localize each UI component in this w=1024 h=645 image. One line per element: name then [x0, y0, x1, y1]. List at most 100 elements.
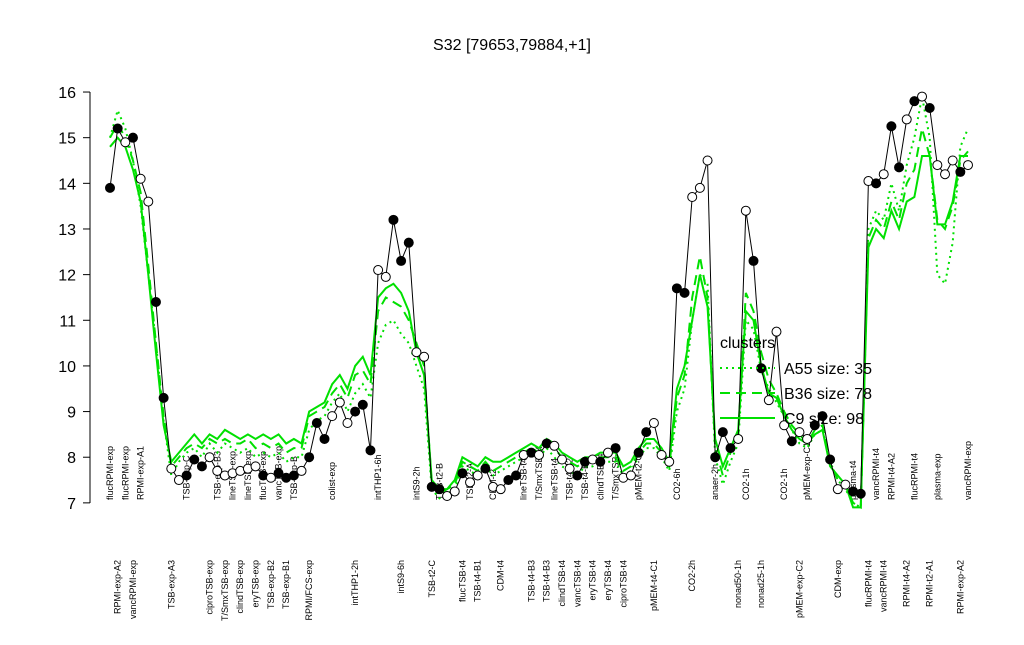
data-point — [840, 479, 851, 490]
y-tick-label: 7 — [67, 496, 76, 513]
x-label-bottom: clindTSB-exp — [235, 560, 245, 614]
data-point — [158, 392, 169, 403]
data-point — [365, 445, 376, 456]
x-label-top: T/SmxTSB-t4 — [534, 446, 544, 500]
data-point — [419, 351, 430, 362]
x-label-bottom: TSB-t2-C — [427, 560, 437, 598]
data-point — [311, 417, 322, 428]
x-label-top: lineTSB-t4 — [519, 458, 529, 500]
data-point — [725, 443, 736, 454]
data-point — [710, 452, 721, 463]
x-label-top: clindTSB-t4 — [595, 453, 605, 500]
data-point — [350, 406, 361, 417]
data-point — [250, 461, 261, 472]
y-tick-label: 14 — [58, 176, 76, 193]
x-label-top: pMEM-t2-C1 — [634, 449, 644, 500]
data-point — [196, 461, 207, 472]
data-point — [511, 470, 522, 481]
data-point — [534, 449, 544, 460]
data-point — [809, 420, 820, 431]
data-point — [465, 477, 476, 488]
x-label-top: anaer-2h — [710, 464, 720, 500]
x-label-bottom: RPMI-exp-A2 — [113, 560, 123, 614]
y-tick-label: 16 — [58, 85, 76, 102]
x-label-top: flucRPMI-exp — [120, 446, 130, 500]
x-label-bottom: pMEM-exp-C2 — [794, 560, 804, 618]
data-point — [181, 470, 192, 481]
x-label-bottom: RPMI-exp-A2 — [955, 560, 965, 614]
x-label-bottom: intTHP1-2h — [350, 560, 360, 606]
x-label-top: intTHP1-6h — [373, 454, 383, 500]
data-point — [380, 271, 391, 282]
x-label-bottom: RPMI/FCS-exp — [304, 560, 314, 621]
data-point — [656, 449, 667, 460]
data-point — [786, 436, 797, 447]
data-point — [779, 420, 790, 431]
data-point — [748, 255, 759, 266]
data-point — [342, 417, 353, 428]
data-point — [947, 155, 958, 166]
data-point — [434, 484, 445, 495]
data-point — [687, 192, 698, 203]
x-label-bottom: TSB-exp-A3 — [166, 560, 176, 609]
data-point — [135, 173, 146, 184]
data-point — [143, 196, 154, 207]
x-label-top: flucRPMI-t4 — [909, 453, 919, 500]
data-point — [173, 475, 184, 486]
y-tick-label: 8 — [67, 450, 76, 467]
data-point — [319, 433, 330, 444]
data-point — [120, 137, 131, 148]
data-point — [564, 463, 575, 474]
legend-label: C9 size: 98 — [784, 411, 864, 428]
data-line — [109, 95, 969, 497]
data-point — [771, 326, 782, 337]
data-point — [817, 411, 828, 422]
data-point — [733, 433, 744, 444]
x-label-bottom: nonad25-1h — [756, 560, 766, 608]
data-point — [166, 463, 177, 474]
cluster-line — [109, 96, 969, 510]
x-label-top: CO2-1h — [779, 468, 789, 500]
data-point — [610, 443, 621, 454]
data-point — [702, 155, 713, 166]
data-point — [625, 470, 636, 481]
x-label-bottom: pMEM-t4-C1 — [649, 560, 659, 611]
legend-label: B36 size: 78 — [784, 386, 872, 403]
data-point — [595, 456, 606, 467]
x-label-top: TSB-t4-B2 — [565, 458, 575, 500]
x-label-bottom: ciproTSB-exp — [205, 560, 215, 615]
y-tick-label: 15 — [58, 131, 76, 148]
data-point — [694, 182, 705, 193]
x-label-bottom: CDM-exp — [833, 560, 843, 598]
chart-title: S32 [79653,79884,+1] — [433, 37, 591, 54]
data-point — [855, 488, 866, 499]
x-label-bottom: vancRPMI-exp — [128, 560, 138, 619]
x-label-bottom: CDM-t4 — [496, 560, 506, 591]
x-label-top: TSB-t4-B — [580, 463, 590, 500]
data-point — [411, 347, 422, 358]
x-label-top: intS9-2h — [411, 466, 421, 500]
x-label-top: T/SmxTSB-t4 — [611, 446, 621, 500]
x-label-bottom: RPMI-t4-A2 — [902, 560, 912, 607]
x-label-top: lineTSB-exp — [243, 451, 253, 500]
data-point — [756, 363, 767, 374]
x-label-bottom: intS9-6h — [396, 560, 406, 594]
data-point — [503, 475, 514, 486]
data-point — [334, 397, 345, 408]
data-point — [671, 283, 682, 294]
data-point — [679, 287, 690, 298]
y-tick-label: 10 — [58, 359, 76, 376]
legend-title: clusters — [720, 335, 775, 352]
x-label-bottom: nonad50-1h — [733, 560, 743, 608]
x-label-bottom: clindTSB-t4 — [557, 560, 567, 607]
data-point — [373, 265, 384, 276]
x-label-bottom: flucRPMI-t4 — [863, 560, 873, 607]
x-label-bottom: eryTSB-exp — [251, 560, 261, 608]
data-point — [794, 427, 805, 438]
x-label-bottom: eryTSB-t4 — [588, 560, 598, 601]
data-point — [633, 447, 644, 458]
x-label-bottom: TSB-t4-B1 — [473, 560, 483, 602]
data-point — [127, 132, 138, 143]
data-point — [802, 433, 813, 444]
